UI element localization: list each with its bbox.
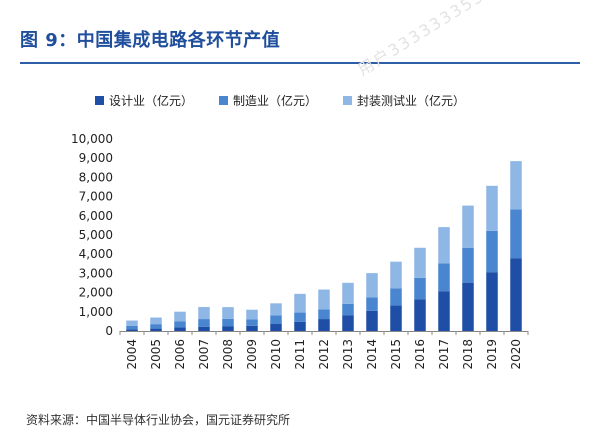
bar-packaging (270, 303, 282, 316)
y-tick-label: 9,000 (79, 151, 113, 165)
legend-label-design: 设计业（亿元） (109, 94, 194, 108)
bar-design (270, 324, 282, 331)
x-tick-label: 2013 (341, 339, 355, 370)
bar-packaging (462, 205, 474, 248)
x-tick-label: 2005 (149, 339, 163, 370)
bar-design (126, 329, 138, 331)
bar-design (294, 321, 306, 331)
bar-packaging (198, 307, 210, 320)
x-tick-label: 2019 (485, 339, 499, 370)
x-tick-label: 2004 (125, 339, 139, 370)
x-tick-label: 2016 (413, 339, 427, 370)
bar-design (438, 291, 450, 331)
bar-packaging (174, 311, 186, 322)
y-tick-label: 7,000 (79, 190, 113, 204)
x-tick-label: 2014 (365, 339, 379, 370)
chart-legend: 设计业（亿元） 制造业（亿元） 封装测试业（亿元） (95, 92, 465, 109)
bar-design (366, 310, 378, 331)
bar-manufacturing (462, 247, 474, 283)
x-tick-label: 2020 (509, 339, 523, 370)
y-tick-label: 3,000 (79, 266, 113, 280)
bar-packaging (366, 273, 378, 298)
x-tick-label: 2018 (461, 339, 475, 370)
bar-packaging (438, 227, 450, 264)
bar-manufacturing (414, 277, 426, 300)
legend-item-manufacturing: 制造业（亿元） (219, 92, 317, 109)
bar-design (414, 299, 426, 331)
y-tick-label: 6,000 (79, 209, 113, 223)
x-tick-label: 2010 (269, 339, 283, 370)
bar-manufacturing (150, 324, 162, 329)
bar-packaging (294, 293, 306, 313)
bar-design (510, 258, 522, 331)
legend-swatch-manufacturing (219, 96, 229, 105)
source-note: 资料来源：中国半导体行业协会，国元证券研究所 (26, 413, 291, 427)
bar-manufacturing (270, 315, 282, 325)
bar-manufacturing (390, 288, 402, 306)
bar-design (318, 319, 330, 331)
bar-packaging (126, 320, 138, 326)
legend-item-packaging: 封装测试业（亿元） (343, 92, 465, 109)
y-tick-label: 2,000 (79, 286, 113, 300)
title-rule (20, 62, 580, 64)
bar-packaging (390, 261, 402, 289)
bar-packaging (318, 289, 330, 310)
bar-design (174, 327, 186, 331)
x-tick-label: 2012 (317, 339, 331, 370)
bar-packaging (486, 185, 498, 231)
x-tick-label: 2015 (389, 339, 403, 370)
x-tick-label: 2007 (197, 339, 211, 370)
bar-design (222, 326, 234, 331)
bar-design (198, 326, 210, 331)
bar-packaging (342, 282, 354, 304)
bar-design (462, 282, 474, 331)
bar-manufacturing (174, 321, 186, 328)
bar-manufacturing (486, 230, 498, 273)
bar-packaging (510, 161, 522, 210)
bar-manufacturing (294, 312, 306, 322)
x-tick-label: 2017 (437, 339, 451, 370)
bar-manufacturing (342, 303, 354, 316)
x-tick-label: 2011 (293, 339, 307, 370)
bar-packaging (414, 247, 426, 278)
bar-manufacturing (246, 319, 258, 326)
bar-design (150, 328, 162, 331)
bar-manufacturing (510, 209, 522, 259)
legend-swatch-packaging (343, 96, 353, 105)
legend-item-design: 设计业（亿元） (95, 92, 193, 109)
bar-design (342, 315, 354, 331)
y-tick-label: 5,000 (79, 228, 113, 242)
bar-packaging (222, 307, 234, 319)
bar-packaging (150, 317, 162, 325)
bar-manufacturing (126, 325, 138, 330)
legend-label-packaging: 封装测试业（亿元） (357, 94, 466, 108)
figure-title: 图 9：中国集成电路各环节产值 (20, 30, 281, 51)
legend-swatch-design (95, 96, 104, 105)
y-tick-label: 1,000 (79, 305, 113, 319)
x-tick-label: 2009 (245, 339, 259, 370)
y-tick-label: 10,000 (71, 132, 113, 146)
y-tick-label: 0 (105, 324, 113, 338)
y-tick-label: 4,000 (79, 247, 113, 261)
bar-design (246, 325, 258, 331)
x-tick-label: 2008 (221, 339, 235, 370)
bar-design (486, 272, 498, 331)
legend-label-manufacturing: 制造业（亿元） (233, 94, 318, 108)
x-tick-label: 2006 (173, 339, 187, 370)
bar-manufacturing (222, 318, 234, 327)
bar-manufacturing (318, 309, 330, 320)
bar-packaging (246, 309, 258, 320)
bar-manufacturing (438, 263, 450, 292)
y-tick-label: 8,000 (79, 170, 113, 184)
bar-manufacturing (366, 297, 378, 311)
bar-manufacturing (198, 319, 210, 327)
bar-design (390, 305, 402, 331)
